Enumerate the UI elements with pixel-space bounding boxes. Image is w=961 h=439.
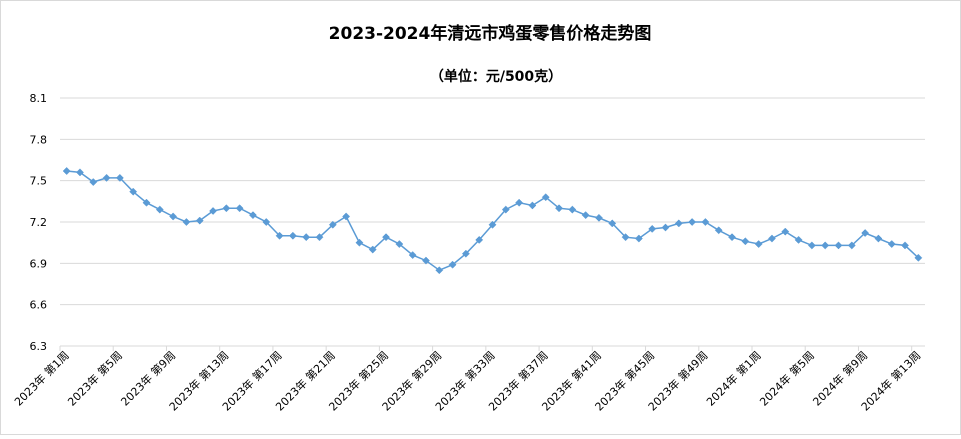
data-point	[195, 216, 204, 225]
data-point	[129, 187, 138, 196]
data-point	[288, 231, 297, 240]
y-axis-ticks: 6.3 6.6 6.9 7.2 7.5 7.8 8.1	[30, 92, 48, 353]
y-tick-label: 7.8	[30, 133, 48, 146]
data-point	[408, 251, 417, 260]
data-point	[661, 223, 670, 232]
y-tick-label: 6.3	[30, 340, 48, 353]
data-point	[488, 220, 497, 229]
data-point	[568, 205, 577, 214]
data-point	[342, 212, 351, 221]
y-tick-label: 7.5	[30, 175, 48, 188]
data-point	[874, 234, 883, 243]
data-point	[382, 233, 390, 242]
data-point	[887, 240, 896, 248]
data-point	[634, 234, 643, 243]
data-point	[807, 241, 816, 250]
data-point	[581, 211, 590, 220]
data-point	[115, 173, 124, 182]
y-tick-label: 6.6	[30, 299, 48, 312]
data-point	[701, 218, 710, 226]
data-point	[262, 218, 271, 226]
data-point	[395, 240, 404, 248]
data-point	[608, 219, 617, 228]
chart-subtitle: （单位：元/500克）	[430, 68, 562, 85]
data-point	[62, 167, 71, 175]
data-point	[741, 237, 750, 246]
data-point	[315, 233, 324, 242]
y-tick-label: 7.2	[30, 216, 48, 229]
data-point	[461, 249, 470, 258]
data-point	[847, 241, 856, 250]
data-point	[754, 240, 763, 248]
data-point	[555, 204, 563, 213]
series-price	[62, 167, 923, 275]
data-point	[821, 241, 830, 250]
data-point	[76, 168, 84, 177]
data-point	[155, 205, 164, 214]
data-point	[501, 205, 510, 214]
data-point	[355, 238, 364, 247]
data-point	[249, 211, 257, 220]
data-point	[182, 218, 191, 226]
data-point	[528, 201, 537, 210]
data-point	[648, 224, 657, 233]
data-point	[435, 266, 444, 275]
data-point	[515, 198, 524, 207]
data-point	[861, 229, 870, 237]
data-point	[621, 233, 630, 242]
y-tick-label: 6.9	[30, 257, 48, 270]
data-point	[768, 234, 776, 243]
data-point	[728, 233, 736, 242]
data-point	[169, 212, 178, 221]
data-point	[368, 245, 377, 254]
data-point	[275, 231, 284, 240]
data-point	[901, 241, 909, 250]
data-point	[422, 256, 430, 265]
x-axis	[59, 345, 925, 351]
chart-title: 2023-2024年清远市鸡蛋零售价格走势图	[329, 23, 652, 44]
data-point	[794, 235, 803, 244]
data-point	[914, 253, 923, 262]
data-point	[102, 173, 111, 182]
data-point	[834, 241, 843, 250]
y-tick-label: 8.1	[30, 92, 48, 105]
data-point	[781, 227, 790, 236]
data-point	[89, 178, 98, 186]
data-point	[714, 226, 723, 235]
data-point	[541, 193, 550, 202]
data-point	[302, 233, 311, 242]
data-point	[448, 260, 457, 269]
data-point	[328, 220, 337, 229]
data-point	[688, 218, 697, 226]
data-point	[222, 204, 231, 213]
data-point	[475, 235, 484, 244]
data-point	[595, 213, 603, 222]
data-point	[209, 207, 217, 215]
data-point	[674, 219, 683, 228]
data-point	[235, 204, 244, 213]
data-point	[142, 198, 151, 207]
